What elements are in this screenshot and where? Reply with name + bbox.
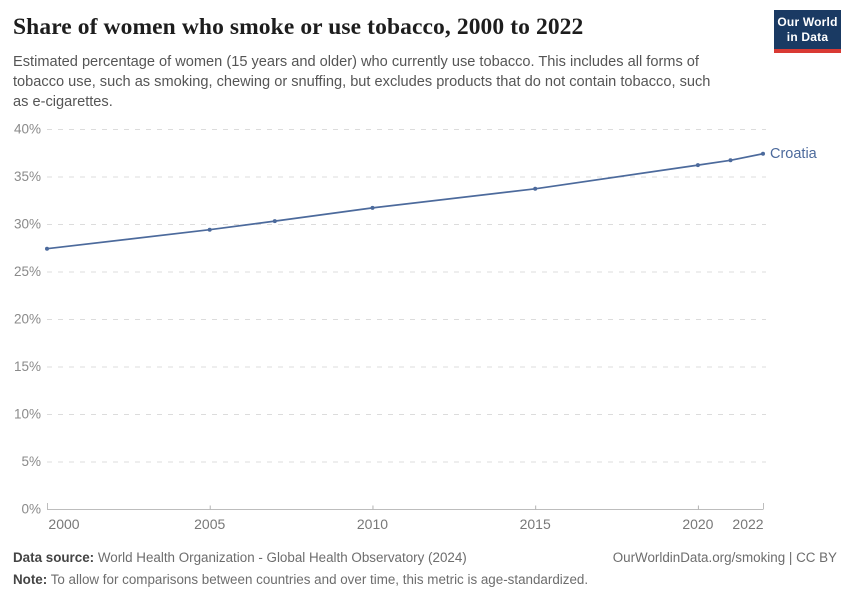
owid-logo-line2: in Data bbox=[786, 30, 829, 44]
x-tick-label: 2022 bbox=[732, 516, 763, 532]
data-point[interactable] bbox=[45, 246, 49, 251]
y-tick-label: 0% bbox=[21, 502, 41, 517]
trend-line[interactable] bbox=[46, 152, 764, 250]
owid-logo: Our World in Data bbox=[774, 10, 841, 53]
data-point[interactable] bbox=[695, 163, 700, 168]
data-source-value: World Health Organization - Global Healt… bbox=[94, 550, 467, 565]
data-source-text: Data source: World Health Organization -… bbox=[13, 547, 467, 569]
y-tick-label: 40% bbox=[14, 122, 41, 137]
note-value: To allow for comparisons between countri… bbox=[47, 572, 589, 587]
y-tick-label: 5% bbox=[21, 454, 41, 469]
y-tick-label: 20% bbox=[14, 312, 41, 327]
data-point[interactable] bbox=[761, 151, 765, 156]
data-point[interactable] bbox=[533, 186, 538, 191]
note-text: Note: To allow for comparisons between c… bbox=[13, 572, 588, 587]
y-tick-label: 25% bbox=[14, 264, 41, 279]
owid-logo-accent-strip bbox=[774, 49, 841, 53]
x-tick-label: 2015 bbox=[520, 516, 551, 532]
page-title: Share of women who smoke or use tobacco,… bbox=[13, 14, 584, 40]
chart-footer: Data source: World Health Organization -… bbox=[13, 547, 837, 591]
y-tick-label: 15% bbox=[14, 359, 41, 374]
owid-link: OurWorldinData.org/smoking | CC BY bbox=[612, 550, 837, 565]
x-tick-label: 2020 bbox=[682, 516, 713, 532]
x-tick-label: 2005 bbox=[194, 516, 225, 532]
data-point[interactable] bbox=[728, 158, 733, 163]
entity-label[interactable]: Croatia bbox=[770, 146, 818, 162]
data-point[interactable] bbox=[272, 219, 277, 224]
x-tick-label: 2010 bbox=[357, 516, 388, 532]
owid-logo-line1: Our World bbox=[777, 15, 838, 29]
x-tick-label: 2000 bbox=[48, 516, 79, 532]
owid-logo-box: Our World in Data bbox=[774, 10, 841, 49]
y-tick-label: 30% bbox=[14, 217, 41, 232]
note-label: Note: bbox=[13, 572, 48, 587]
data-source-label: Data source: bbox=[13, 550, 95, 565]
chart-subtitle: Estimated percentage of women (15 years … bbox=[13, 54, 711, 110]
y-tick-label: 10% bbox=[14, 407, 41, 422]
y-tick-label: 35% bbox=[14, 169, 41, 184]
data-point[interactable] bbox=[207, 227, 212, 232]
data-point[interactable] bbox=[370, 205, 375, 210]
